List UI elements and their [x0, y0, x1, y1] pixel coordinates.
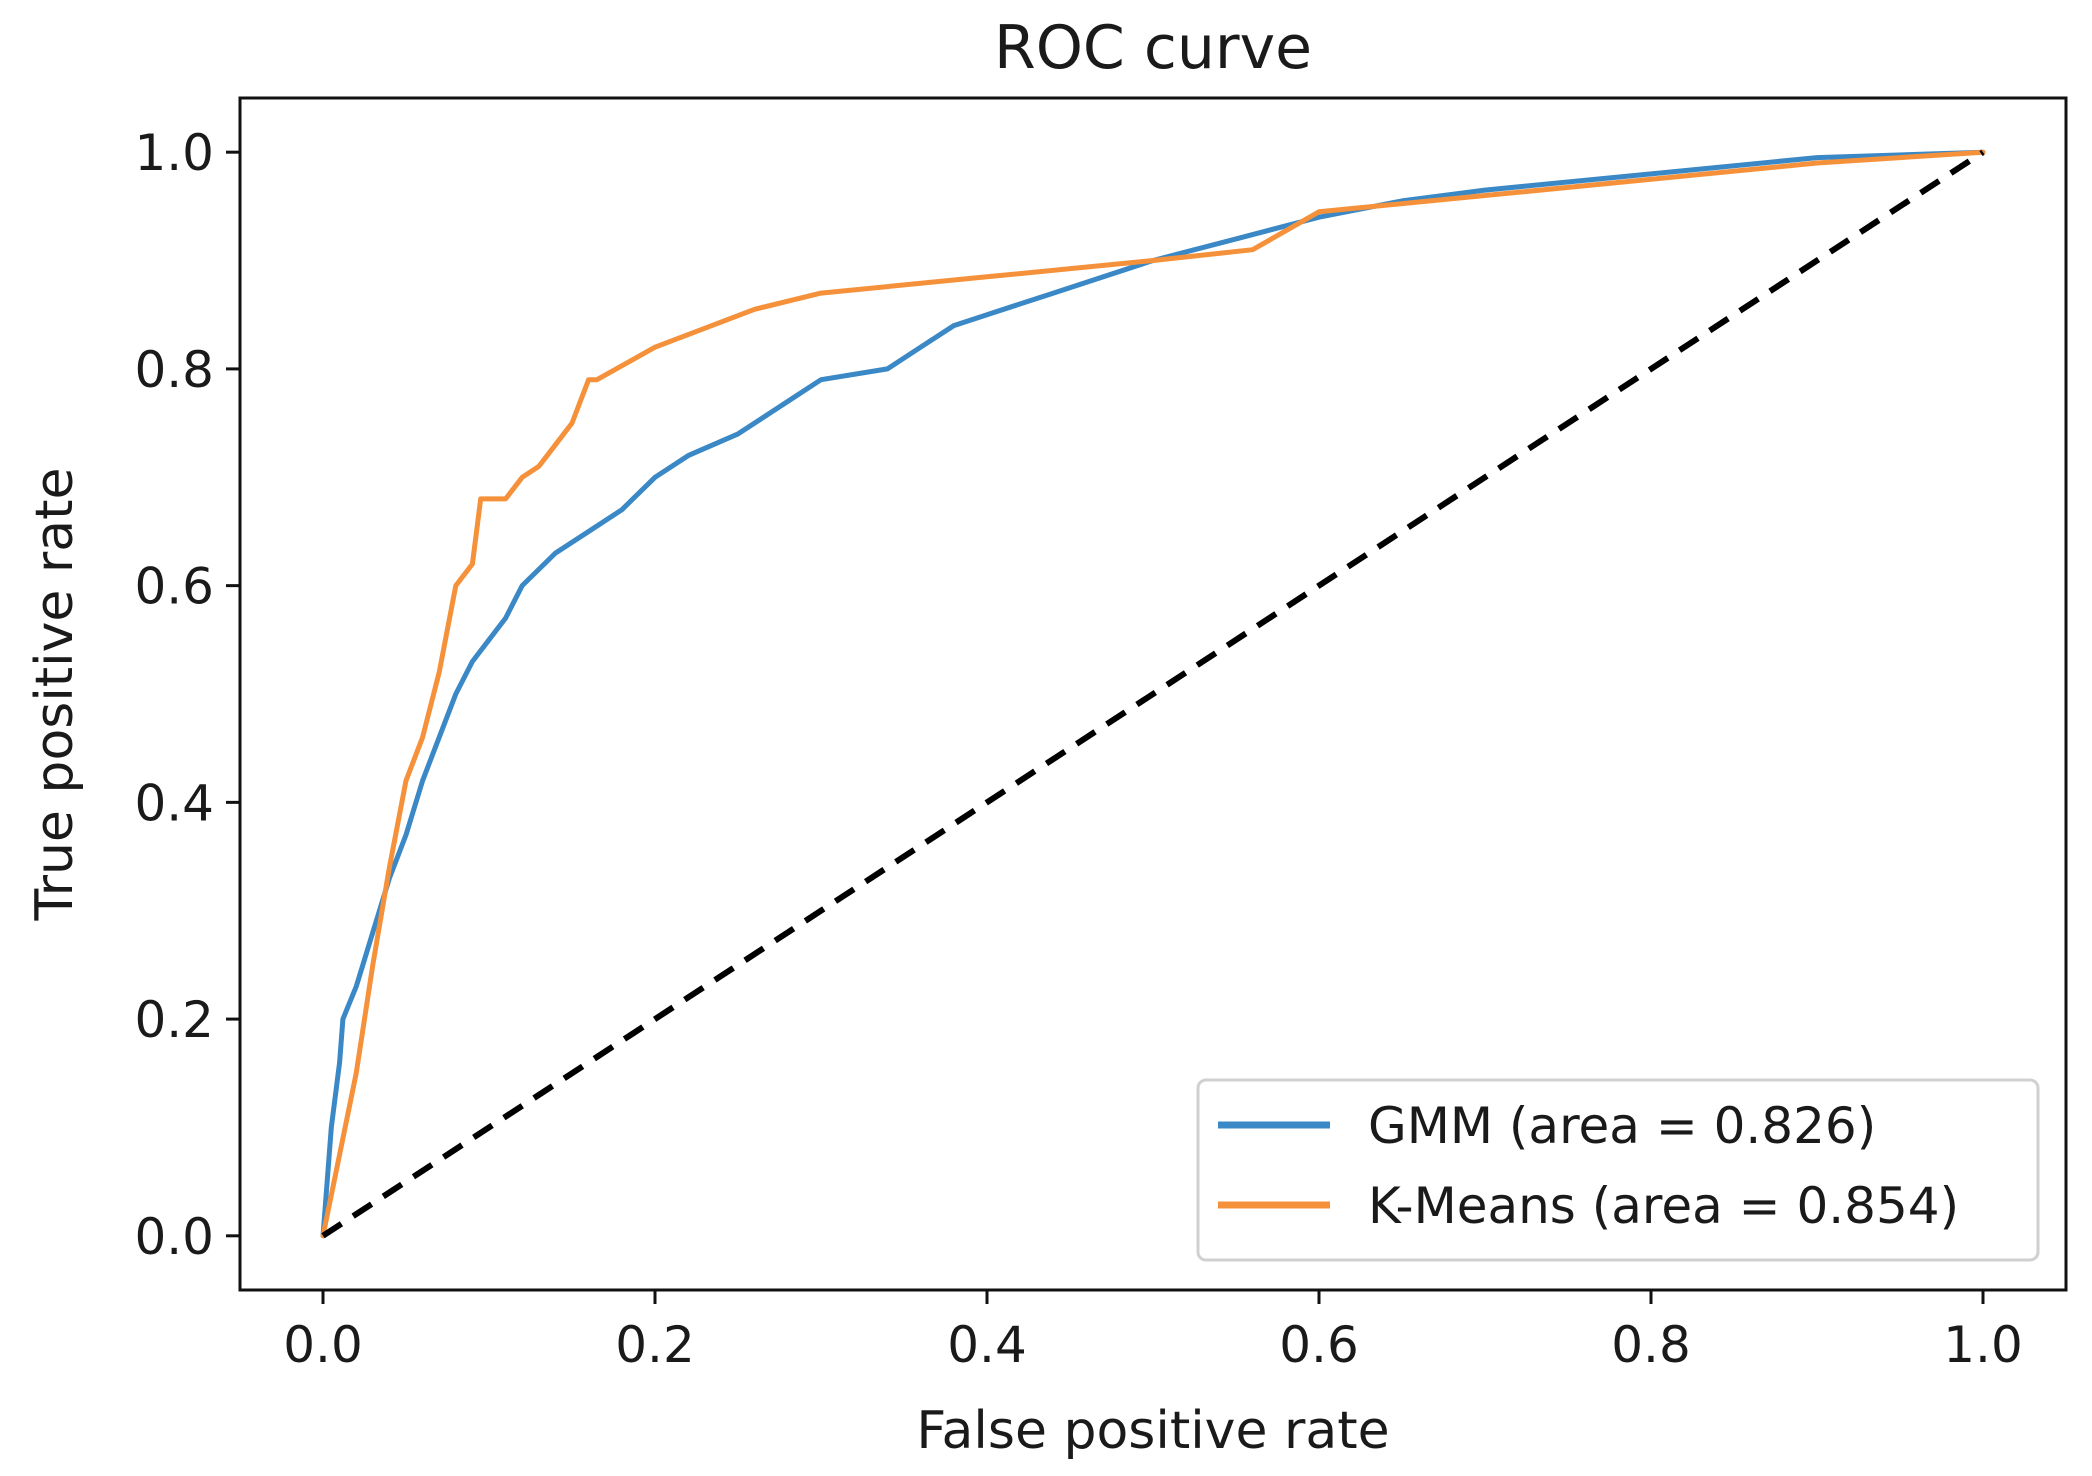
x-tick-label: 0.0 [283, 1316, 363, 1374]
x-tick-label: 1.0 [1943, 1316, 2023, 1374]
y-tick-label: 0.0 [134, 1208, 214, 1266]
legend-label-kmeans: K-Means (area = 0.854) [1368, 1177, 1959, 1235]
x-tick-label: 0.6 [1279, 1316, 1359, 1374]
series-line-kmeans [320, 149, 1986, 1239]
y-axis: 0.0 0.2 0.4 0.6 0.8 1.0 [134, 124, 240, 1266]
y-tick-label: 0.8 [134, 341, 214, 399]
y-tick-label: 0.4 [134, 774, 214, 832]
legend: GMM (area = 0.826) K-Means (area = 0.854… [1196, 1078, 2040, 1262]
plot-frame [238, 96, 2068, 1292]
chart-title: ROC curve [994, 13, 1312, 83]
legend-box [1196, 1078, 2040, 1262]
x-tick-label: 0.4 [947, 1316, 1027, 1374]
x-axis-label: False positive rate [916, 1401, 1389, 1461]
x-tick-label: 0.8 [1611, 1316, 1691, 1374]
y-tick-label: 1.0 [134, 124, 214, 182]
y-tick-label: 0.2 [134, 991, 214, 1049]
x-axis: 0.0 0.2 0.4 0.6 0.8 1.0 [283, 1290, 2023, 1374]
x-tick-label: 0.2 [615, 1316, 695, 1374]
y-axis-label: True positive rate [25, 467, 85, 921]
series-line-chance [321, 149, 1985, 1239]
legend-label-gmm: GMM (area = 0.826) [1368, 1097, 1876, 1155]
y-tick-label: 0.6 [134, 558, 214, 616]
plot-area [320, 149, 1986, 1239]
